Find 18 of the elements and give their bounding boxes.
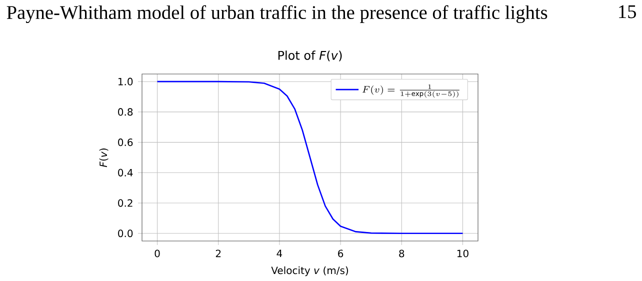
y-tick-label: 1.0 [118,78,133,86]
y-tick-label: 0.2 [118,199,132,207]
x-tick-label: 4 [276,250,282,257]
x-axis-title: Velocity v (m/s) [271,266,348,276]
x-tick-label: 2 [216,250,221,258]
text: 15 [619,5,636,18]
y-axis-title: F(v) [99,148,108,168]
chart-title: Plot of F(v) [278,50,342,62]
legend-label: $F(v) = \frac{1}{1+\exp(3(v-5))}$ [362,84,460,98]
y-tick-label: 0.0 [118,230,133,238]
text: Payne-Whitham model of urban traffic in the presence of traffic lights [6,5,548,24]
y-tick-label: 0.4 [118,168,133,176]
x-tick-label: 6 [338,250,344,258]
x-tick-label: 8 [399,250,404,258]
y-tick-label: 0.6 [118,138,133,146]
y-tick-label: 0.8 [118,108,133,116]
x-tick-label: 10 [457,250,468,258]
x-tick-label: 0 [154,250,160,258]
